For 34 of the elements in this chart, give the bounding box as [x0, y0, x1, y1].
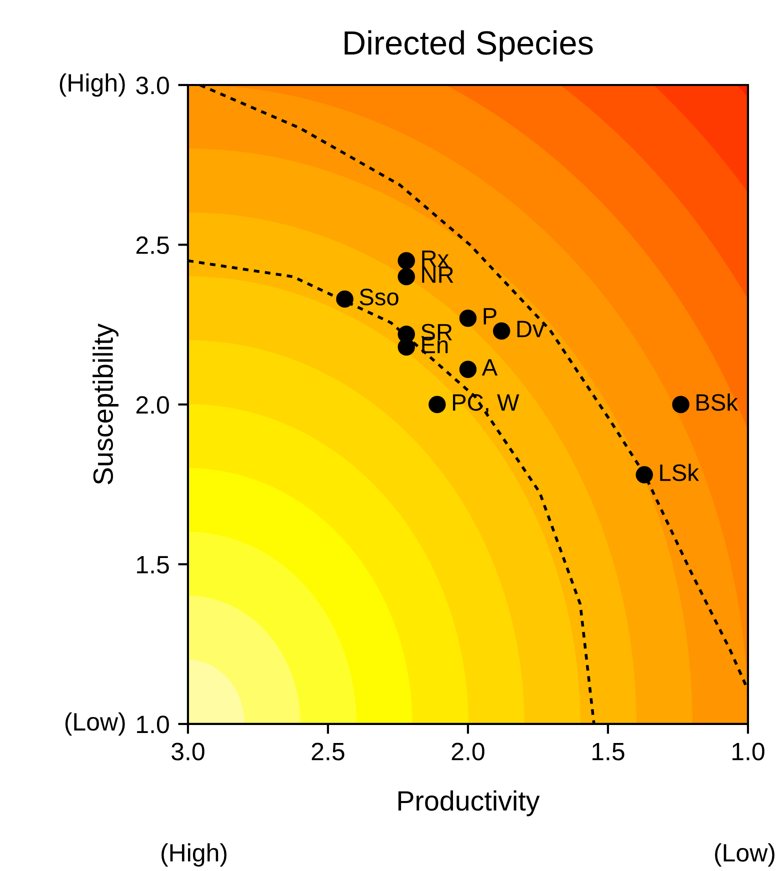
point — [428, 396, 446, 414]
point — [398, 252, 415, 270]
point — [636, 466, 653, 484]
annotation: BSk — [696, 393, 738, 411]
annotation: A — [482, 359, 498, 376]
point — [459, 310, 477, 327]
y-tick-label: 1.0 — [137, 716, 169, 734]
x-tick-label: 3.0 — [172, 742, 204, 760]
annotation: P — [484, 308, 496, 324]
x-axis-title: Productivity — [398, 790, 540, 816]
annotation: Dv — [517, 320, 544, 338]
x-tick-label: 2.5 — [312, 742, 344, 760]
point — [336, 290, 354, 308]
point — [672, 396, 690, 414]
y-tick-label: 2.0 — [136, 396, 169, 414]
x-tick-label: 1.5 — [592, 742, 624, 760]
point — [459, 360, 477, 378]
text: (Low) — [715, 843, 774, 867]
annotation: NR — [422, 266, 454, 283]
text: (High) — [162, 843, 226, 867]
x-tick-label: 2.0 — [452, 742, 484, 760]
y-tick-label: 3.0 — [136, 76, 169, 94]
text: (Low) — [65, 712, 125, 736]
y-tick-label: 2.5 — [136, 236, 169, 254]
annotation: PC, W — [452, 394, 520, 414]
annotation: Sso — [360, 288, 398, 306]
chart-title: Directed Species — [344, 30, 593, 62]
annotation: LSk — [660, 464, 699, 482]
y-tick-label: 1.5 — [137, 556, 169, 574]
x-tick-label: 1.0 — [732, 742, 764, 760]
annotation: Rx — [422, 250, 449, 267]
point — [398, 268, 415, 286]
y-axis-title: Susceptibility — [92, 323, 118, 484]
text: (High) — [60, 73, 125, 97]
